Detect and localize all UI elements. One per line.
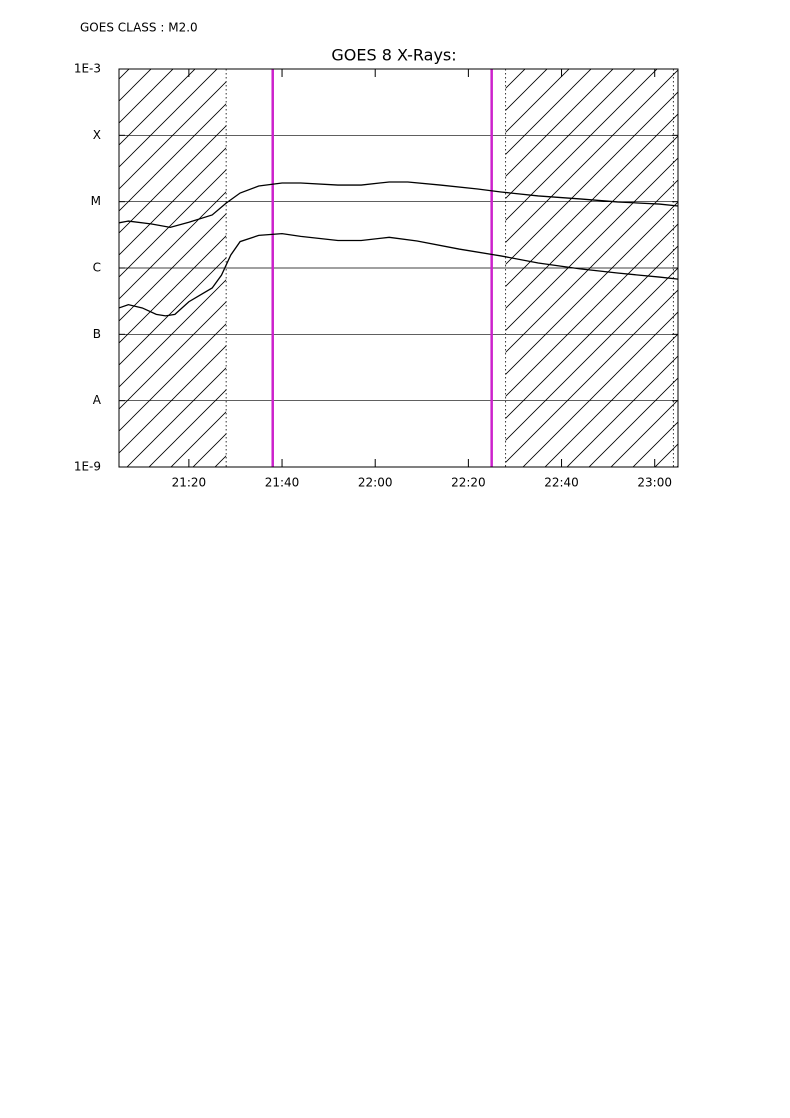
y-tick-label: A (93, 393, 102, 407)
y-tick-label: 1E-9 (74, 460, 101, 474)
annotation: GOES CLASS : M2.0 (80, 21, 198, 35)
x-tick-label: 22:00 (358, 476, 393, 490)
x-tick-label: 23:00 (637, 476, 672, 490)
y-tick-label: 1E-3 (74, 62, 101, 76)
plot-frame (118, 68, 679, 468)
y-tick-label: M (91, 194, 101, 208)
flux-line (118, 232, 679, 317)
y-tick-label: X (93, 128, 101, 142)
x-tick-label: 21:40 (265, 476, 300, 490)
x-tick-label: 22:20 (451, 476, 486, 490)
x-tick-label: 21:20 (172, 476, 207, 490)
chart-title: GOES 8 X-Rays: (331, 46, 456, 65)
y-tick-label: C (93, 261, 101, 275)
x-tick-label: 22:40 (544, 476, 579, 490)
y-tick-label: B (93, 327, 101, 341)
flux-line (118, 181, 679, 229)
